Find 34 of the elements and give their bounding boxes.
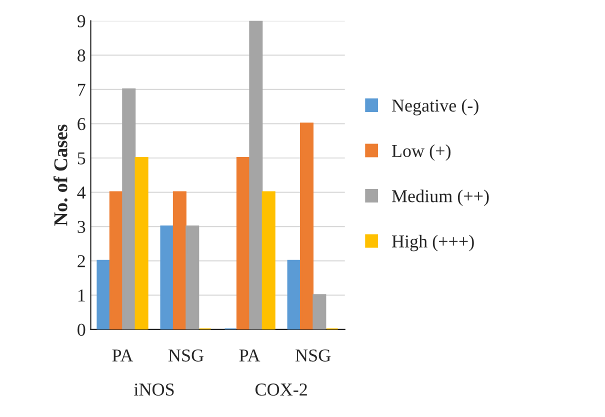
bar [312, 294, 326, 330]
x-tick-label: NSG [296, 349, 331, 362]
bar [160, 226, 174, 330]
y-tick-label: 0 [78, 324, 86, 336]
text: COX-2 [255, 384, 307, 396]
y-tick-label: 2 [78, 255, 85, 268]
bar [109, 191, 123, 330]
bar [287, 260, 301, 330]
y-tick-label: 1 [78, 289, 85, 302]
bar [172, 191, 186, 330]
y-tick-label: 6 [78, 118, 86, 130]
bar [236, 156, 250, 330]
legend-label: Negative (-) [392, 99, 478, 116]
bar [134, 156, 148, 330]
bar [186, 226, 200, 330]
y-tick-label: 9 [77, 15, 86, 28]
x-tick-label: PA [112, 349, 134, 362]
y-tick-label: 7 [78, 84, 86, 96]
legend-label: Low (+) [392, 144, 450, 161]
legend-label: High (+++) [392, 234, 474, 252]
legend-label: Medium (++) [392, 190, 489, 206]
y-axis-title: No. of Cases [53, 124, 68, 226]
bar [262, 191, 276, 330]
x-tick-label: PA [239, 349, 260, 362]
bar [96, 260, 110, 330]
bar [300, 122, 314, 330]
y-tick-label: 3 [78, 220, 86, 234]
bar [249, 20, 263, 330]
bar [122, 88, 136, 330]
y-tick-label: 5 [78, 152, 86, 164]
y-tick-label: 8 [78, 49, 86, 62]
text: iNOS [134, 384, 174, 396]
x-tick-label: NSG [168, 349, 204, 362]
y-tick-label: 4 [77, 186, 86, 199]
